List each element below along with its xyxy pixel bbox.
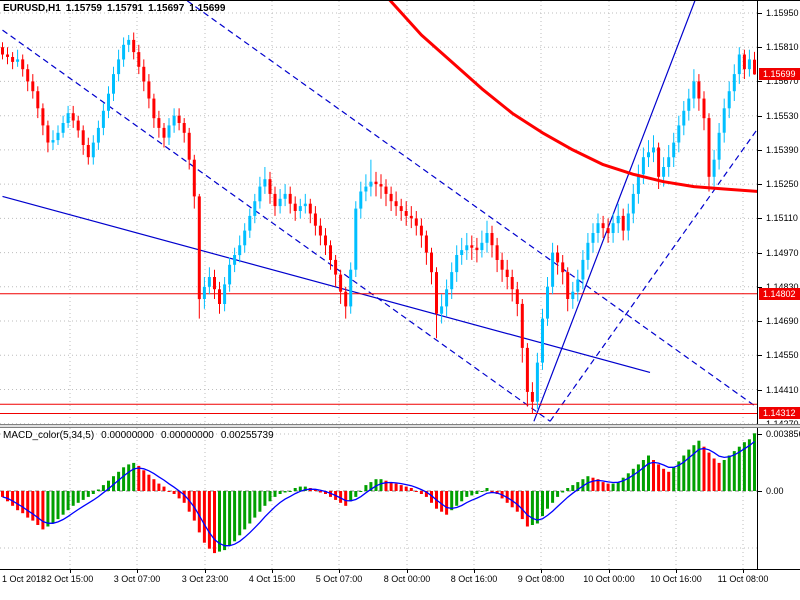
time-axis-label: 10 Oct 00:00 (583, 574, 635, 584)
time-axis-tick (474, 570, 475, 573)
macd-axis-tick (758, 491, 762, 492)
time-axis-tick (205, 570, 206, 573)
support-level-tag: 1.14312 (759, 407, 800, 419)
time-axis-tick (70, 570, 71, 573)
time-axis: 1 Oct 2018 2 Oct 15:00 3 Oct 07:00 3 Oct 23… (0, 570, 800, 600)
time-axis-tick (541, 570, 542, 573)
support-level-tag: 1.14802 (759, 288, 800, 300)
price-axis-label: 1.14830 (766, 282, 799, 292)
time-axis-label: 8 Oct 16:00 (450, 574, 498, 584)
price-axis-label: 1.14410 (766, 385, 799, 395)
macd-plot-canvas[interactable] (0, 428, 757, 569)
macd-value-3: 0.00255739 (220, 430, 274, 441)
price-axis-tick (758, 150, 762, 151)
price-axis-label: 1.14550 (766, 350, 799, 360)
time-axis-label: 1 Oct 2018 (2, 574, 47, 584)
time-axis-tick (272, 570, 273, 573)
price-axis-tick (758, 287, 762, 288)
time-axis-label: 9 Oct 08:00 (517, 574, 565, 584)
candlestick-plot-canvas[interactable] (0, 1, 757, 424)
time-axis-label: 5 Oct 07:00 (315, 574, 363, 584)
price-axis-tick (758, 116, 762, 117)
price-axis-tick (758, 13, 762, 14)
symbol-ohlc-label: EURUSD,H1 1.15759 1.15791 1.15697 1.15699 (3, 3, 230, 14)
macd-indicator-panel[interactable] (0, 428, 757, 569)
candlestick-chart[interactable] (0, 1, 757, 424)
time-axis-label: 11 Oct 08:00 (717, 574, 769, 584)
macd-value-1: 0.00000000 (101, 430, 154, 441)
price-axis-tick (758, 253, 762, 254)
time-axis-label: 8 Oct 00:00 (383, 574, 431, 584)
price-axis-label: 1.15810 (766, 42, 799, 52)
price-axis-label: 1.14970 (766, 248, 799, 258)
panel-splitter[interactable] (0, 424, 800, 428)
symbol-period-label: EURUSD,H1 (3, 3, 61, 14)
price-axis-label: 1.14690 (766, 316, 799, 326)
time-axis-tick (137, 570, 138, 573)
low-value: 1.15697 (148, 3, 185, 14)
current-price-tag: 1.15699 (759, 68, 800, 80)
time-axis-label: 2 Oct 15:00 (46, 574, 94, 584)
price-axis-tick (758, 81, 762, 82)
macd-value-2: 0.00000000 (161, 430, 214, 441)
price-axis-tick (758, 321, 762, 322)
price-axis-label: 1.15950 (766, 8, 799, 18)
time-axis-tick (339, 570, 340, 573)
macd-axis-tick (758, 434, 762, 435)
time-axis-label: 3 Oct 23:00 (181, 574, 229, 584)
price-axis-tick (758, 47, 762, 48)
price-axis: 1.15950 1.15810 1.15670 1.15530 1.15390 1.152… (757, 1, 800, 569)
time-axis-tick (676, 570, 677, 573)
price-axis-label: 1.15530 (766, 111, 799, 121)
macd-label: MACD_color(5,34,5) 0.00000000 0.00000000 0.… (3, 430, 281, 441)
price-axis-tick (758, 355, 762, 356)
time-axis-label: 4 Oct 15:00 (248, 574, 296, 584)
price-axis-label: 1.15250 (766, 179, 799, 189)
price-axis-label: 1.15110 (766, 213, 798, 223)
time-axis-label: 10 Oct 16:00 (650, 574, 702, 584)
time-axis-tick (743, 570, 744, 573)
time-axis-tick (609, 570, 610, 573)
macd-axis-label: 0.003856 (766, 429, 800, 439)
close-value: 1.15699 (189, 3, 226, 14)
price-axis-tick (758, 390, 762, 391)
macd-indicator-name: MACD_color(5,34,5) (3, 430, 95, 441)
time-axis-line (0, 569, 800, 570)
time-axis-tick (407, 570, 408, 573)
open-value: 1.15759 (65, 3, 102, 14)
price-axis-label: 1.15390 (766, 145, 799, 155)
price-axis-label: 1.15670 (766, 76, 799, 86)
high-value: 1.15791 (106, 3, 144, 14)
price-axis-tick (758, 218, 762, 219)
macd-axis-label: 0.00 (766, 486, 784, 496)
price-axis-tick (758, 184, 762, 185)
time-axis-label: 3 Oct 07:00 (113, 574, 161, 584)
